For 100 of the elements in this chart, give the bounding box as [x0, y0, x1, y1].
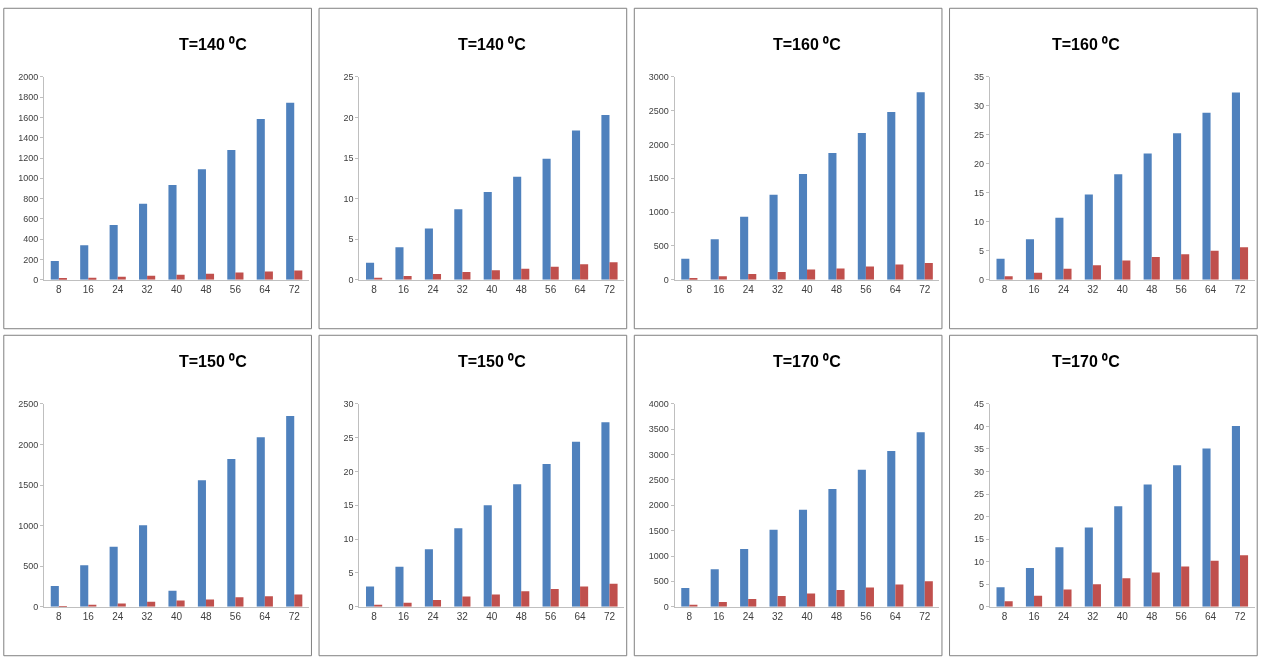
y-tick-label: 20: [343, 112, 354, 123]
x-tick-label: 64: [574, 610, 587, 622]
bar: [836, 268, 845, 280]
chart-title: T=150 ⁰C: [179, 353, 248, 370]
x-tick-label: 16: [82, 610, 95, 622]
bar: [1092, 265, 1101, 280]
bar: [887, 112, 896, 280]
bar: [1055, 547, 1064, 607]
bar: [1084, 194, 1093, 280]
y-tick-label: 20: [974, 511, 985, 522]
y-tick-label: 0: [663, 601, 669, 612]
bar: [491, 594, 500, 607]
bar: [395, 566, 404, 607]
chart-title: T=150 ⁰C: [458, 353, 527, 370]
bar: [1239, 555, 1249, 607]
y-tick-label: 10: [974, 556, 985, 567]
bar: [857, 133, 866, 280]
x-tick-label: 40: [486, 610, 498, 622]
x-tick-label: 8: [371, 610, 378, 622]
x-tick-label: 32: [456, 283, 469, 295]
x-tick-label: 64: [1205, 610, 1217, 622]
x-tick-label: 64: [259, 283, 271, 295]
bar: [50, 586, 59, 607]
x-tick-label: 48: [1146, 283, 1158, 295]
bar: [1055, 217, 1064, 280]
x-tick-label: 48: [1146, 610, 1158, 622]
bar: [521, 591, 530, 607]
x-tick-label: 24: [1057, 283, 1070, 295]
bar: [550, 589, 559, 607]
bar: [197, 169, 206, 280]
bar: [807, 593, 816, 607]
y-tick-label: 2500: [18, 399, 39, 410]
y-tick-label: 25: [343, 72, 354, 83]
x-tick-label: 32: [772, 283, 784, 295]
x-tick-label: 40: [1116, 610, 1129, 622]
y-tick-label: 5: [348, 234, 354, 245]
bar: [777, 596, 786, 607]
x-tick-label: 8: [1001, 610, 1008, 622]
bar: [256, 119, 265, 280]
x-tick-label: 48: [515, 283, 528, 295]
bar: [1143, 153, 1152, 280]
x-tick-label: 56: [860, 283, 872, 295]
y-tick-label: 2500: [648, 105, 669, 116]
bar: [424, 549, 433, 607]
bar: [205, 599, 215, 607]
y-tick-label: 400: [23, 234, 39, 245]
bar: [117, 603, 126, 607]
y-tick-label: 45: [974, 399, 985, 410]
x-tick-label: 56: [860, 610, 872, 622]
y-tick-label: 2500: [648, 475, 669, 486]
x-tick-label: 16: [1028, 283, 1041, 295]
x-tick-label: 72: [603, 283, 616, 295]
bar: [227, 459, 236, 607]
bar: [424, 228, 433, 280]
bar: [1173, 465, 1182, 607]
y-tick-label: 35: [974, 72, 985, 83]
y-tick-label: 1800: [18, 92, 39, 103]
y-tick-label: 0: [348, 601, 354, 612]
bar: [227, 149, 236, 280]
bar: [1210, 250, 1219, 280]
bar: [924, 581, 933, 607]
x-tick-label: 56: [229, 283, 242, 295]
bar: [550, 266, 559, 280]
y-tick-label: 5: [348, 568, 354, 579]
y-tick-label: 25: [974, 489, 985, 500]
bar: [609, 262, 618, 280]
bar: [836, 589, 845, 607]
bar: [80, 245, 89, 280]
bar: [571, 130, 581, 280]
x-tick-label: 72: [603, 610, 616, 622]
bar: [235, 597, 244, 607]
y-tick-label: 600: [23, 214, 39, 225]
bar: [681, 258, 690, 280]
bar: [462, 271, 471, 280]
bar: [916, 92, 925, 280]
bar: [609, 583, 618, 607]
x-tick-label: 56: [1175, 610, 1188, 622]
x-tick-label: 8: [686, 610, 693, 622]
bar: [168, 184, 177, 280]
bar: [740, 548, 749, 607]
bar: [80, 565, 89, 607]
x-tick-label: 40: [1116, 283, 1129, 295]
x-tick-label: 24: [427, 610, 439, 622]
x-tick-label: 56: [545, 610, 557, 622]
x-tick-label: 32: [1087, 610, 1099, 622]
bar: [366, 586, 375, 607]
bar: [454, 528, 463, 607]
x-tick-label: 16: [1028, 610, 1041, 622]
x-tick-label: 56: [545, 283, 557, 295]
y-tick-label: 3000: [648, 449, 669, 460]
x-tick-label: 8: [56, 283, 63, 295]
bar: [1092, 584, 1101, 607]
bar: [571, 441, 581, 607]
y-tick-label: 2000: [18, 72, 39, 83]
bar: [1143, 484, 1152, 607]
bar: [1034, 595, 1043, 607]
x-tick-label: 8: [56, 610, 63, 622]
x-tick-label: 40: [801, 610, 814, 622]
bar: [1151, 257, 1160, 280]
y-tick-label: 10: [974, 216, 985, 227]
